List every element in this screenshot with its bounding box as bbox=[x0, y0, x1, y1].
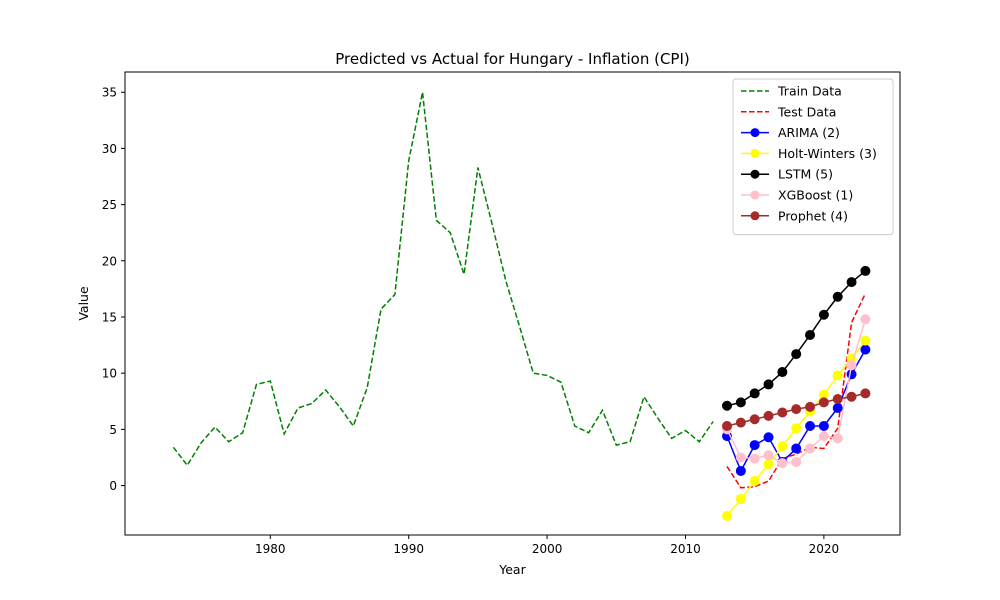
data-point-xgboost-1 bbox=[805, 443, 816, 454]
series-line-train-data bbox=[172, 92, 714, 467]
y-tick-label: 15 bbox=[102, 310, 117, 324]
data-point-holt-winters-3 bbox=[777, 441, 788, 452]
chart-title: Predicted vs Actual for Hungary - Inflat… bbox=[335, 50, 690, 68]
data-point-arima-2 bbox=[749, 440, 760, 451]
data-point-arima-2 bbox=[860, 344, 871, 355]
data-point-holt-winters-3 bbox=[860, 335, 871, 346]
legend-label: Test Data bbox=[777, 104, 836, 119]
data-point-prophet-4 bbox=[722, 420, 733, 431]
legend-label: XGBoost (1) bbox=[778, 188, 853, 203]
data-point-prophet-4 bbox=[749, 414, 760, 425]
data-point-prophet-4 bbox=[791, 404, 802, 415]
data-point-prophet-4 bbox=[818, 397, 829, 408]
data-point-arima-2 bbox=[763, 432, 774, 443]
series-layer bbox=[172, 92, 871, 521]
data-point-prophet-4 bbox=[832, 394, 843, 405]
data-point-lstm-5 bbox=[818, 309, 829, 320]
y-tick-label: 30 bbox=[102, 142, 117, 156]
data-point-lstm-5 bbox=[846, 277, 857, 288]
x-tick-label: 1990 bbox=[393, 542, 424, 556]
data-point-holt-winters-3 bbox=[749, 476, 760, 487]
data-point-lstm-5 bbox=[749, 388, 760, 399]
data-point-prophet-4 bbox=[763, 410, 774, 421]
data-point-holt-winters-3 bbox=[832, 370, 843, 381]
data-point-arima-2 bbox=[735, 465, 746, 476]
data-point-lstm-5 bbox=[722, 400, 733, 411]
data-point-arima-2 bbox=[846, 369, 857, 380]
y-axis-label: Value bbox=[76, 286, 91, 321]
data-point-xgboost-1 bbox=[818, 431, 829, 442]
legend-box bbox=[732, 78, 894, 236]
y-axis: 0 5 10 15 20 25 30 35 bbox=[102, 86, 125, 493]
data-point-arima-2 bbox=[791, 443, 802, 454]
legend-item-xgboost-1: XGBoost (1) bbox=[741, 188, 853, 203]
data-point-xgboost-1 bbox=[735, 452, 746, 463]
series-lstm-5 bbox=[722, 265, 871, 411]
plot-frame bbox=[124, 71, 901, 536]
data-point-lstm-5 bbox=[832, 291, 843, 302]
data-point-xgboost-1 bbox=[777, 458, 788, 469]
data-point-prophet-4 bbox=[860, 388, 871, 399]
x-tick-label: 2020 bbox=[809, 542, 840, 556]
data-point-prophet-4 bbox=[777, 407, 788, 418]
x-tick-label: 2000 bbox=[532, 542, 563, 556]
y-tick-label: 10 bbox=[102, 367, 117, 381]
data-point-lstm-5 bbox=[777, 367, 788, 378]
data-point-lstm-5 bbox=[735, 397, 746, 408]
data-point-xgboost-1 bbox=[846, 360, 857, 371]
legend-marker bbox=[750, 211, 760, 221]
legend-label: Prophet (4) bbox=[778, 208, 848, 223]
data-point-prophet-4 bbox=[846, 391, 857, 402]
x-axis-label: Year bbox=[498, 562, 526, 577]
data-point-lstm-5 bbox=[860, 265, 871, 276]
data-point-arima-2 bbox=[818, 420, 829, 431]
data-point-holt-winters-3 bbox=[763, 459, 774, 470]
y-tick-label: 5 bbox=[109, 423, 117, 437]
legend-marker bbox=[750, 169, 760, 179]
data-point-arima-2 bbox=[805, 420, 816, 431]
data-point-holt-winters-3 bbox=[722, 510, 733, 521]
legend-marker bbox=[750, 148, 760, 158]
legend-item-train-data: Train Data bbox=[741, 84, 842, 99]
data-point-lstm-5 bbox=[805, 329, 816, 340]
legend-marker bbox=[750, 190, 760, 200]
legend-item-prophet-4: Prophet (4) bbox=[741, 208, 848, 223]
data-point-prophet-4 bbox=[735, 417, 746, 428]
data-point-xgboost-1 bbox=[791, 456, 802, 467]
legend: Train Data Test Data ARIMA (2) Holt-Winters… bbox=[732, 78, 894, 236]
legend-item-arima-2: ARIMA (2) bbox=[741, 125, 840, 140]
y-tick-label: 0 bbox=[109, 479, 117, 493]
series-holt-winters-3 bbox=[722, 335, 871, 521]
x-axis: 1980 1990 2000 2010 2020 bbox=[255, 535, 839, 556]
y-tick-label: 20 bbox=[102, 254, 117, 268]
series-train-data bbox=[172, 92, 714, 467]
x-tick-label: 2010 bbox=[670, 542, 701, 556]
x-tick-label: 1980 bbox=[255, 542, 286, 556]
legend-label: ARIMA (2) bbox=[778, 125, 840, 140]
legend-label: LSTM (5) bbox=[778, 167, 833, 182]
series-prophet-4 bbox=[722, 388, 871, 431]
y-tick-label: 35 bbox=[102, 86, 117, 100]
legend-item-test-data: Test Data bbox=[741, 104, 836, 119]
data-point-xgboost-1 bbox=[860, 314, 871, 325]
data-point-xgboost-1 bbox=[832, 433, 843, 444]
y-tick-label: 25 bbox=[102, 198, 117, 212]
data-point-prophet-4 bbox=[805, 401, 816, 412]
data-point-lstm-5 bbox=[791, 349, 802, 360]
legend-item-lstm-5: LSTM (5) bbox=[741, 167, 833, 182]
data-point-holt-winters-3 bbox=[735, 494, 746, 505]
data-point-lstm-5 bbox=[763, 379, 774, 390]
legend-item-holt-winters-3: Holt-Winters (3) bbox=[741, 146, 877, 161]
legend-label: Train Data bbox=[777, 84, 842, 99]
data-point-xgboost-1 bbox=[749, 453, 760, 464]
legend-label: Holt-Winters (3) bbox=[778, 146, 877, 161]
data-point-arima-2 bbox=[832, 403, 843, 414]
data-point-holt-winters-3 bbox=[791, 423, 802, 434]
data-point-xgboost-1 bbox=[763, 450, 774, 461]
legend-marker bbox=[750, 128, 760, 138]
